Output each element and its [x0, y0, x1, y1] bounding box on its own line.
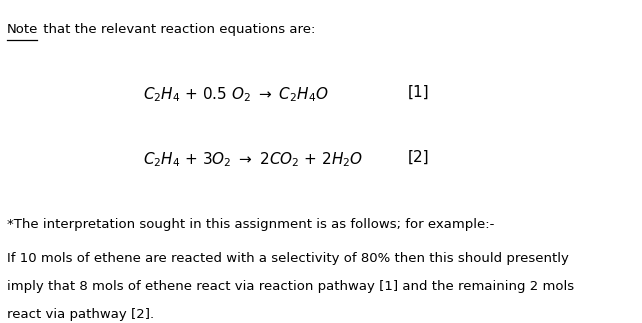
Text: imply that 8 mols of ethene react via reaction pathway [1] and the remaining 2 m: imply that 8 mols of ethene react via re… — [7, 280, 574, 293]
Text: [2]: [2] — [408, 150, 429, 165]
Text: $C_2H_4$ + 0.5 $O_2$ $\rightarrow$ $C_2H_4O$: $C_2H_4$ + 0.5 $O_2$ $\rightarrow$ $C_2H… — [143, 85, 328, 104]
Text: Note: Note — [7, 23, 39, 36]
Text: [1]: [1] — [408, 85, 429, 100]
Text: If 10 mols of ethene are reacted with a selectivity of 80% then this should pres: If 10 mols of ethene are reacted with a … — [7, 252, 569, 265]
Text: $C_2H_4$ + 3$O_2$ $\rightarrow$ 2$CO_2$ + 2$H_2O$: $C_2H_4$ + 3$O_2$ $\rightarrow$ 2$CO_2$ … — [143, 150, 363, 169]
Text: react via pathway [2].: react via pathway [2]. — [7, 308, 154, 321]
Text: that the relevant reaction equations are:: that the relevant reaction equations are… — [39, 23, 315, 36]
Text: *The interpretation sought in this assignment is as follows; for example:-: *The interpretation sought in this assig… — [7, 218, 494, 231]
